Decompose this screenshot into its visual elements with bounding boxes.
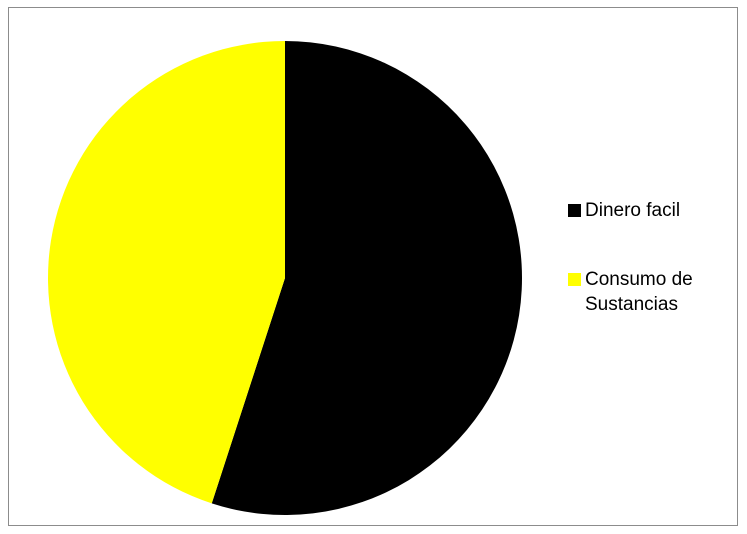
legend-label-dinero-facil: Dinero facil [585, 200, 681, 221]
pie-slice-consumo-de-sustancias [48, 41, 285, 504]
legend-label-consumo-de-sustancias: Consumo de Sustancias [585, 269, 693, 315]
legend-swatch-dinero-facil [568, 204, 581, 217]
legend-item-consumo-de-sustancias: Consumo de Sustancias [568, 267, 738, 317]
chart-legend: Dinero facil Consumo de Sustancias [568, 198, 738, 361]
pie-chart [48, 41, 523, 515]
chart-area [8, 7, 738, 526]
pie-slice-dinero-facil [211, 41, 523, 515]
legend-item-dinero-facil: Dinero facil [568, 198, 738, 223]
legend-swatch-consumo-de-sustancias [568, 273, 581, 286]
